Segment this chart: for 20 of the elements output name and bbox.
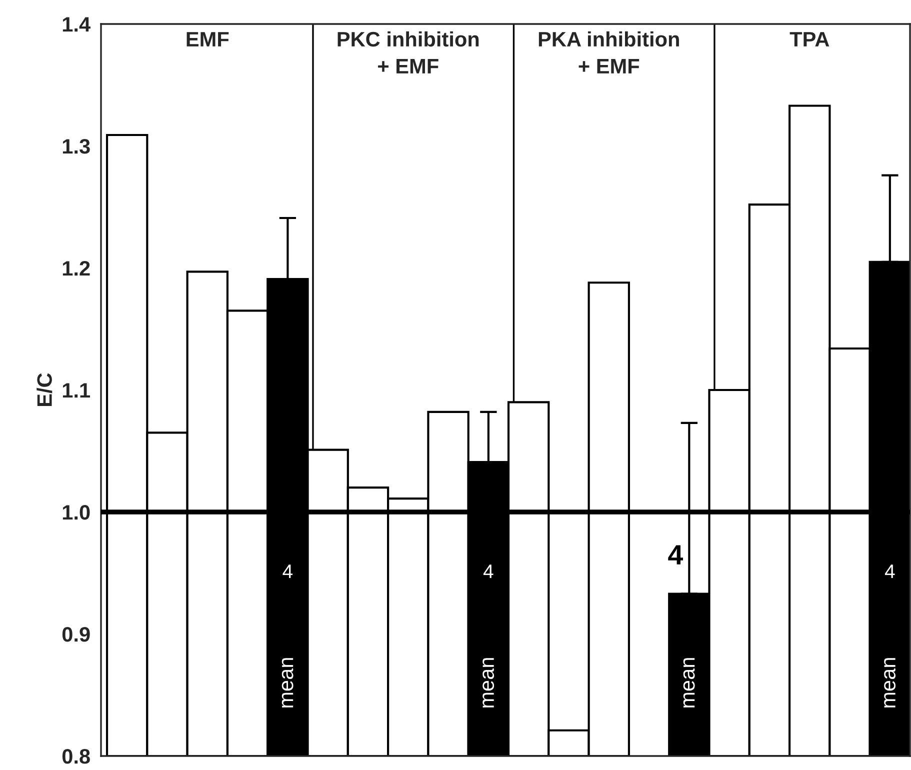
annotation: mean [884, 658, 896, 708]
y-tick-label: 1.1 [62, 383, 90, 398]
y-tick-label: 1.0 [62, 505, 90, 520]
y-tick-label: 1.4 [62, 17, 90, 32]
annotation: 4 [884, 564, 895, 578]
y-tick-label: 1.2 [62, 261, 90, 276]
annotation: PKC inhibition + EMF [338, 31, 479, 74]
annotation: 4 [282, 564, 293, 578]
annotation: 4 [668, 545, 684, 564]
y-tick-label: 0.9 [62, 627, 90, 642]
annotation: 4 [483, 564, 494, 578]
annotation: mean [683, 658, 695, 708]
annotation: PKA inhibition + EMF [538, 31, 679, 74]
y-tick-label: 0.8 [62, 749, 90, 764]
y-tick-label: 1.3 [62, 139, 90, 154]
annotation: mean [482, 658, 494, 708]
y-axis-title: E/C [36, 373, 52, 406]
annotation: mean [282, 658, 294, 708]
annotation: EMF [186, 32, 229, 46]
annotation: TPA [790, 32, 830, 46]
